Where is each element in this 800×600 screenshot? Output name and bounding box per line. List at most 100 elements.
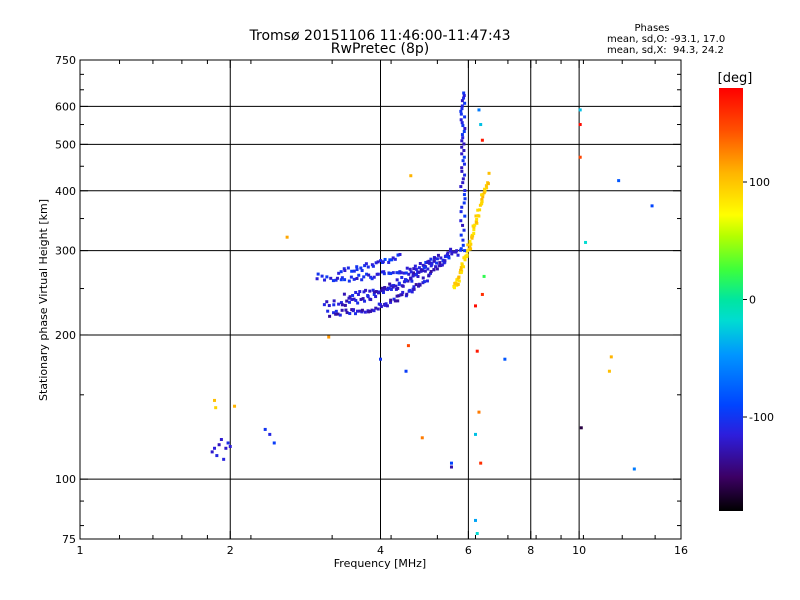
scatter-point: [475, 349, 479, 353]
trace-point: [389, 272, 393, 276]
trace-point: [448, 249, 452, 253]
trace-point: [351, 309, 355, 313]
trace-point: [325, 275, 329, 279]
cusp-point: [461, 124, 465, 128]
trace-point: [465, 249, 469, 253]
trace-point: [472, 225, 476, 229]
trace-point: [334, 278, 338, 282]
trace-point: [401, 290, 405, 294]
trace-point: [418, 262, 422, 266]
trace-point: [370, 277, 374, 281]
scatter-point: [222, 457, 226, 461]
scatter-point: [475, 532, 479, 536]
trace-point: [469, 247, 473, 251]
trace-point: [354, 290, 358, 294]
cusp-point: [463, 101, 467, 105]
trace-point: [337, 302, 341, 306]
scatter-point: [233, 404, 237, 408]
trace-point: [374, 261, 378, 265]
trace-point: [352, 269, 356, 273]
trace-point: [405, 266, 409, 270]
trace-point: [374, 290, 378, 294]
trace-point: [480, 198, 484, 202]
trace-point: [379, 259, 383, 263]
cusp-point: [460, 152, 464, 156]
trace-point: [460, 263, 464, 267]
cusp-point: [462, 162, 466, 166]
cusp-point: [459, 109, 463, 113]
trace-point: [376, 307, 380, 311]
trace-point: [427, 273, 431, 277]
scatter-point: [379, 357, 382, 361]
chart-subtitle: RwPretec (8p): [331, 41, 429, 57]
trace-point: [445, 252, 449, 256]
trace-point: [367, 310, 371, 314]
trace-point: [374, 295, 378, 299]
trace-point: [376, 260, 380, 264]
trace-point: [422, 266, 426, 270]
trace-point: [429, 264, 433, 268]
cusp-point: [461, 243, 465, 247]
trace-point: [475, 217, 479, 221]
trace-point: [405, 278, 409, 282]
trace-point: [468, 245, 472, 249]
scatter-point: [219, 438, 223, 441]
trace-point: [414, 283, 418, 287]
trace-point: [459, 248, 463, 252]
cusp-point: [461, 159, 465, 163]
trace-point: [350, 269, 354, 273]
trace-point: [382, 270, 386, 274]
scatter-point: [474, 432, 477, 436]
trace-point: [363, 264, 367, 268]
scatter-point: [479, 123, 483, 127]
scatter-point: [213, 446, 217, 450]
trace-point: [393, 299, 397, 303]
colorbar-tick-label: 100: [749, 176, 770, 189]
trace-point: [362, 290, 366, 294]
trace-point: [383, 303, 387, 307]
trace-point: [370, 308, 374, 312]
scatter-point: [285, 235, 289, 239]
trace-point: [395, 278, 399, 282]
trace-point: [339, 301, 343, 305]
scatter-point: [409, 174, 413, 178]
trace-point: [483, 187, 487, 191]
trace-point: [376, 291, 380, 295]
scatter-point: [214, 406, 218, 410]
scatter-point: [487, 171, 491, 175]
trace-point: [359, 297, 363, 301]
trace-point: [376, 272, 380, 276]
y-tick-label: 100: [55, 473, 76, 486]
trace-point: [408, 267, 412, 271]
trace-point: [367, 273, 371, 277]
trace-point: [356, 292, 360, 296]
trace-point: [338, 313, 342, 317]
trace-point: [350, 308, 354, 312]
cusp-point: [460, 145, 464, 149]
cusp-point: [460, 205, 464, 209]
scatter-point: [224, 446, 228, 450]
trace-point: [381, 260, 385, 264]
cusp-point: [462, 130, 466, 134]
y-tick-label: 600: [55, 100, 76, 113]
trace-point: [360, 278, 364, 282]
trace-point: [370, 263, 374, 267]
trace-point: [469, 242, 473, 246]
trace-point: [477, 214, 481, 218]
trace-point: [379, 305, 383, 309]
colorbar-tick-label: -100: [749, 411, 774, 424]
trace-point: [435, 257, 439, 261]
scatter-point: [406, 344, 410, 348]
trace-point: [355, 276, 359, 280]
cusp-point: [462, 94, 466, 98]
trace-point: [358, 309, 362, 313]
trace-point: [414, 267, 418, 271]
trace-point: [389, 287, 393, 291]
trace-point: [474, 214, 478, 218]
trace-point: [422, 280, 426, 284]
trace-point: [411, 273, 415, 277]
trace-point: [395, 294, 399, 298]
scatter-point: [215, 454, 219, 458]
trace-point: [480, 201, 484, 205]
stats-header: Phases: [634, 23, 669, 34]
